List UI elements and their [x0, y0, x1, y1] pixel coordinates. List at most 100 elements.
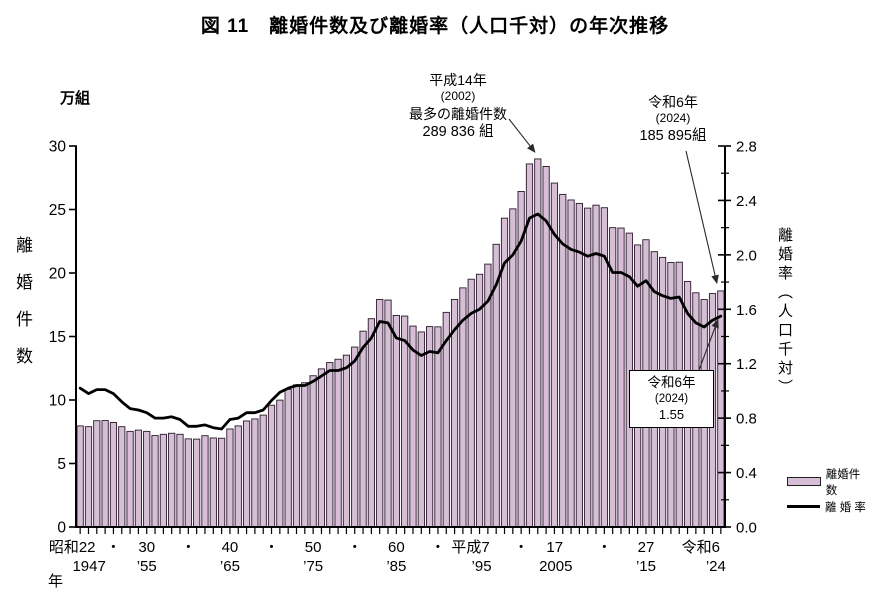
- x-axis-label: 令和6: [682, 539, 720, 556]
- bar-divorce-count: [326, 362, 334, 528]
- x-axis-label: 27: [638, 539, 655, 556]
- bar-divorce-count: [93, 420, 101, 528]
- annotation-peak-line1: 平成14年: [429, 72, 487, 88]
- bar-divorce-count: [143, 430, 151, 528]
- x-axis-label: ・: [181, 539, 196, 556]
- arrow-to-2002-peak: [508, 118, 536, 153]
- bar-divorce-count: [226, 428, 234, 528]
- x-axis-label: 17: [546, 539, 563, 556]
- bar-divorce-count: [159, 433, 167, 528]
- annotation-latest-line2: (2024): [655, 111, 691, 126]
- bar-divorce-count: [301, 382, 309, 528]
- annotation-peak-2002: 平成14年 (2002) 最多の離婚件数 289 836 組: [376, 71, 540, 142]
- bar-divorce-count: [242, 420, 251, 528]
- rate-callout-line1: 令和6年: [647, 375, 696, 391]
- x-axis-label: 40: [222, 539, 239, 556]
- arrow-to-2024-bar: [685, 150, 719, 284]
- bar-divorce-count: [134, 429, 143, 528]
- annotation-peak-line3: 最多の離婚件数: [409, 105, 507, 122]
- left-axis-title: 離婚件数: [13, 236, 32, 384]
- legend-label-rate: 離 婚 率: [825, 501, 866, 514]
- x-axis-sublabel: ’85: [386, 558, 406, 575]
- bar-divorce-count: [151, 435, 159, 528]
- bar-divorce-count: [717, 290, 725, 528]
- rate-callout-box-2024: 令和6年 (2024) 1.55: [629, 370, 714, 428]
- bar-divorce-count: [342, 354, 351, 528]
- bar-divorce-count: [475, 273, 484, 528]
- bar-divorce-count: [109, 422, 118, 528]
- x-axis-sublabel: ’95: [472, 558, 492, 575]
- bar-divorce-count: [359, 330, 367, 528]
- left-axis-tick-label: 30: [49, 139, 67, 156]
- bar-divorce-count: [434, 326, 442, 528]
- bar-divorce-count: [84, 426, 93, 528]
- left-axis-tick-label: 0: [57, 520, 66, 537]
- bar-divorce-count: [317, 368, 326, 528]
- bar-divorce-count: [351, 346, 359, 528]
- legend-item-divorce-rate: 離 婚 率: [787, 494, 870, 519]
- bar-divorce-count: [101, 420, 109, 528]
- legend-label-count: 離婚件数: [825, 468, 861, 497]
- x-axis-label: 60: [388, 539, 405, 556]
- right-axis-tick-label: 0.4: [736, 465, 757, 482]
- line-divorce-rate: [78, 212, 723, 431]
- legend-item-divorce-count: 離婚件数: [787, 469, 870, 497]
- left-axis-tick-label: 10: [49, 393, 67, 410]
- left-axis-tick-label: 5: [57, 456, 66, 473]
- bar-divorce-count: [176, 433, 184, 528]
- bar-divorce-count: [251, 418, 259, 528]
- bar-divorce-count: [276, 399, 284, 528]
- x-axis-label: ・: [264, 539, 279, 556]
- right-axis-tick-label: 0.0: [736, 520, 757, 537]
- x-axis-label: 30: [138, 539, 155, 556]
- bar-divorce-count: [401, 315, 409, 528]
- rate-callout-line2: (2024): [654, 392, 689, 405]
- right-axis-tick-label: 2.8: [736, 139, 757, 156]
- right-axis-tick-label: 1.6: [736, 302, 757, 319]
- bar-divorce-count: [184, 438, 192, 528]
- bar-divorce-count: [426, 326, 434, 528]
- annotation-peak-line2: (2002): [440, 89, 476, 104]
- annotation-latest-line3: 185 895組: [639, 127, 707, 144]
- left-axis-tick-label: 15: [49, 329, 66, 346]
- bar-divorce-count: [376, 298, 384, 528]
- x-axis-label: 平成7: [451, 539, 489, 556]
- x-axis-label: ・: [106, 539, 121, 556]
- bar-divorce-count: [259, 414, 267, 528]
- bar-divorce-count: [218, 437, 226, 528]
- figure-title: 図 11 離婚件数及び離婚率（人口千対）の年次推移: [200, 16, 670, 37]
- x-axis-sublabel: ’55: [137, 558, 157, 575]
- left-axis-tick-label: 20: [49, 266, 67, 283]
- annotation-latest-count-2024: 令和6年 (2024) 185 895組: [612, 93, 734, 146]
- annotation-peak-line4: 289 836 組: [422, 123, 494, 140]
- line-swatch-icon: [787, 505, 820, 508]
- right-axis-tick-label: 1.2: [736, 356, 757, 373]
- arrow-to-2024-rate: [698, 319, 719, 371]
- x-axis-label: ・: [347, 539, 362, 556]
- bar-divorce-count: [309, 375, 317, 528]
- x-axis-sublabel: ’65: [220, 558, 240, 575]
- rate-callout-line3: 1.55: [658, 406, 685, 422]
- x-axis-sublabel: ’24: [706, 558, 726, 575]
- right-axis-tick-label: 0.8: [736, 411, 757, 428]
- bar-divorce-count: [209, 437, 217, 528]
- bar-divorce-count: [284, 388, 292, 528]
- bar-divorce-count: [417, 331, 425, 528]
- bar-divorce-count: [118, 426, 126, 528]
- right-axis-tick-label: 2.4: [736, 193, 757, 210]
- bar-divorce-count: [234, 425, 242, 528]
- left-axis-tick-label: 25: [49, 202, 66, 219]
- x-axis-sublabel: 1947: [72, 558, 105, 575]
- bar-divorce-count: [392, 314, 400, 528]
- x-axis-label: 50: [305, 539, 322, 556]
- x-axis-unit-label: 年: [48, 573, 64, 590]
- x-axis-sublabel: ’75: [303, 558, 323, 575]
- bar-divorce-count: [201, 435, 209, 528]
- left-axis-unit-label: 万組: [60, 90, 91, 107]
- bar-divorce-count: [193, 438, 201, 528]
- bar-divorce-count: [168, 432, 176, 528]
- x-axis-sublabel: ’15: [636, 558, 656, 575]
- bar-swatch-icon: [787, 477, 821, 486]
- bar-divorce-count: [76, 425, 84, 528]
